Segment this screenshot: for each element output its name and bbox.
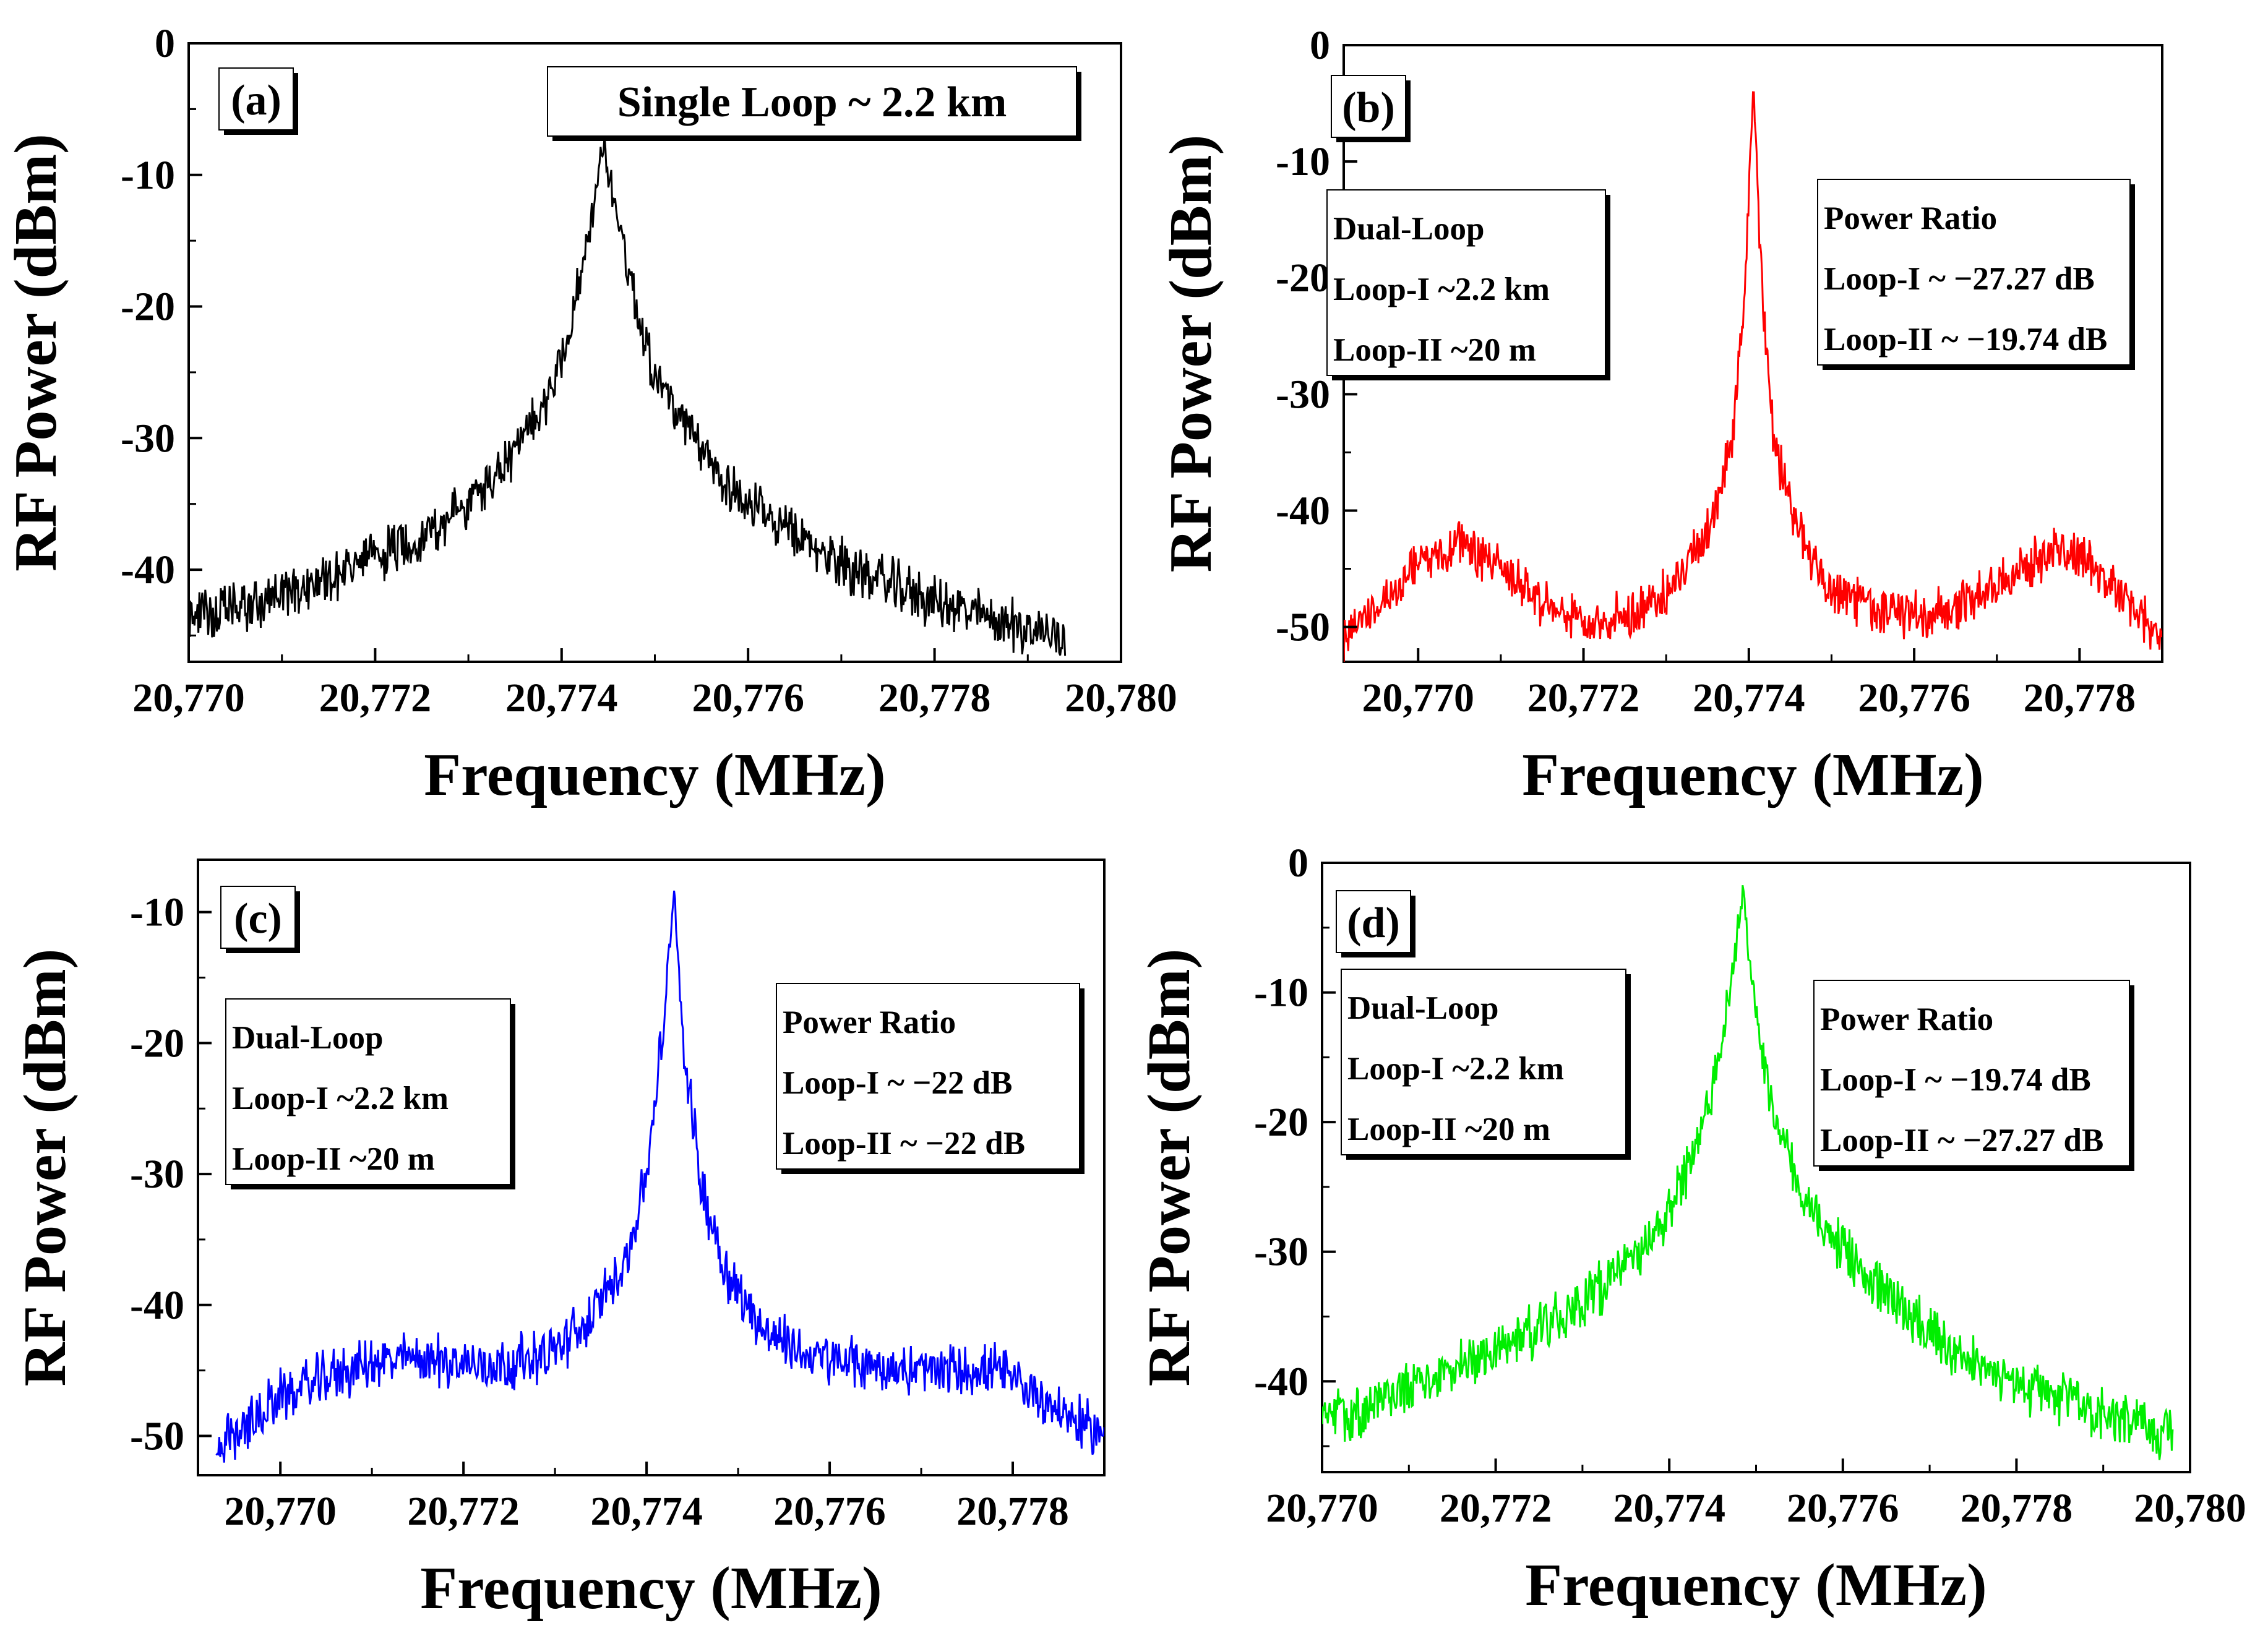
- x-tick-label: 20,780: [1065, 675, 1177, 721]
- note-box: [1341, 969, 1626, 1155]
- note-line: Loop-II ~20 m: [232, 1141, 435, 1177]
- panel-label-box: [218, 67, 294, 131]
- note-line: Loop-I ~2.2 km: [1333, 272, 1550, 307]
- note-box: [776, 983, 1080, 1170]
- y-tick-label: -10: [1276, 139, 1330, 184]
- note-line: Loop-II ~ −19.74 dB: [1824, 322, 2107, 358]
- note-line: Loop-II ~ −27.27 dB: [1820, 1123, 2103, 1159]
- y-tick-label: -20: [121, 285, 175, 330]
- y-tick-label: 0: [1288, 841, 1308, 886]
- note-line: Dual-Loop: [1333, 211, 1484, 247]
- chart-panel-d: 20,770 20,772 20,774 20,776 20,778 20,780 0 -10…: [1136, 841, 2246, 1619]
- y-axis-title: RF Power (dBm): [12, 949, 79, 1387]
- x-tick-label: 20,776: [692, 675, 804, 721]
- note-line: Loop-II ~ −22 dB: [783, 1126, 1025, 1162]
- y-tick-label: -40: [1254, 1359, 1308, 1404]
- y-tick-label: -40: [1276, 488, 1330, 533]
- x-tick-label: 20,776: [773, 1489, 886, 1534]
- y-axis-title: RF Power (dBm): [2, 134, 69, 572]
- y-tick-label: -30: [121, 416, 175, 461]
- note-line: Loop-I ~ −19.74 dB: [1820, 1062, 2091, 1098]
- x-tick-label: 20,780: [2134, 1486, 2246, 1531]
- y-tick-label: -40: [130, 1283, 184, 1328]
- note-line: Loop-I ~ −22 dB: [783, 1065, 1012, 1101]
- x-tick-label: 20,770: [132, 675, 245, 721]
- y-tick-label: -10: [121, 153, 175, 198]
- data-series-line: [1322, 884, 2174, 1460]
- y-tick-label: -40: [121, 547, 175, 593]
- x-tick-label: 20,772: [407, 1489, 520, 1534]
- x-tick-label: 20,778: [878, 675, 991, 721]
- y-tick-label: -10: [1254, 970, 1308, 1016]
- note-box: [225, 998, 511, 1185]
- note-line: Loop-I ~ −27.27 dB: [1824, 261, 2095, 297]
- note-line: Power Ratio: [783, 1004, 956, 1040]
- x-tick-label: 20,774: [1693, 675, 1805, 721]
- x-axis-title: Frequency (MHz): [1525, 1552, 1987, 1619]
- data-series-line: [189, 135, 1067, 656]
- panel-label: (a): [231, 77, 281, 124]
- note-box: [1813, 980, 2130, 1167]
- x-tick-label: 20,778: [956, 1489, 1069, 1534]
- x-tick-label: 20,774: [505, 675, 618, 721]
- note-box: [1326, 189, 1606, 376]
- y-tick-label: -30: [1276, 372, 1330, 417]
- y-tick-label: -20: [1276, 255, 1330, 301]
- x-tick-label: 20,770: [1266, 1486, 1378, 1531]
- panel-label-box: [1331, 75, 1406, 138]
- title-box: [547, 66, 1077, 137]
- note-line: Dual-Loop: [232, 1020, 383, 1056]
- x-tick-label: 20,778: [2024, 675, 2136, 721]
- chart-panel-c: 20,770 20,772 20,774 20,776 20,778 -10 -20 -30 -…: [12, 859, 1106, 1622]
- note-box: [1817, 179, 2131, 366]
- note-line: Power Ratio: [1820, 1001, 1993, 1037]
- x-tick-label: 20,772: [1527, 675, 1640, 721]
- panel-label: (c): [234, 895, 282, 943]
- note-line: Dual-Loop: [1347, 990, 1498, 1026]
- x-tick-label: 20,774: [590, 1489, 703, 1534]
- y-tick-label: -20: [130, 1021, 184, 1066]
- chart-panel-a: 20,770 20,772 20,774 20,776 20,778 20,780 0 -10…: [2, 21, 1177, 808]
- x-axis-title: Frequency (MHz): [420, 1555, 882, 1622]
- chart-title: Single Loop ~ 2.2 km: [617, 79, 1007, 126]
- x-tick-label: 20,772: [1440, 1486, 1552, 1531]
- x-axis-title: Frequency (MHz): [1522, 742, 1984, 808]
- panel-label-box: [1336, 890, 1411, 953]
- y-tick-label: -30: [130, 1152, 184, 1197]
- note-line: Loop-II ~20 m: [1333, 332, 1536, 368]
- panel-label: (d): [1347, 899, 1400, 947]
- y-tick-label: -50: [130, 1413, 184, 1458]
- data-series-line: [215, 890, 1104, 1463]
- note-line: Loop-I ~2.2 km: [232, 1081, 449, 1116]
- chart-panel-b: 20,770 20,772 20,774 20,776 20,778 0 -10 -20 -30…: [1158, 23, 2163, 808]
- x-tick-label: 20,774: [1613, 1486, 1725, 1531]
- y-axis-title: RF Power (dBm): [1136, 949, 1203, 1387]
- note-line: Power Ratio: [1824, 200, 1997, 236]
- y-tick-label: 0: [155, 21, 175, 66]
- panel-label-box: [220, 886, 296, 949]
- y-tick-label: -10: [130, 890, 184, 935]
- x-tick-label: 20,778: [1961, 1486, 2073, 1531]
- y-tick-label: -20: [1254, 1100, 1308, 1145]
- x-tick-label: 20,770: [224, 1489, 337, 1534]
- x-axis-title: Frequency (MHz): [424, 742, 886, 808]
- x-tick-label: 20,770: [1362, 675, 1475, 721]
- x-tick-label: 20,772: [319, 675, 432, 721]
- y-axis-title: RF Power (dBm): [1158, 135, 1224, 573]
- y-tick-label: -30: [1254, 1230, 1308, 1275]
- y-tick-label: -50: [1276, 605, 1330, 650]
- panel-label: (b): [1342, 84, 1395, 132]
- y-tick-label: 0: [1310, 23, 1330, 68]
- plot-frame: [197, 859, 1106, 1476]
- note-line: Loop-II ~20 m: [1347, 1111, 1550, 1147]
- x-tick-label: 20,776: [1858, 675, 1970, 721]
- note-line: Loop-I ~2.2 km: [1347, 1051, 1564, 1087]
- x-tick-label: 20,776: [1787, 1486, 1899, 1531]
- data-series-line: [1344, 91, 2162, 662]
